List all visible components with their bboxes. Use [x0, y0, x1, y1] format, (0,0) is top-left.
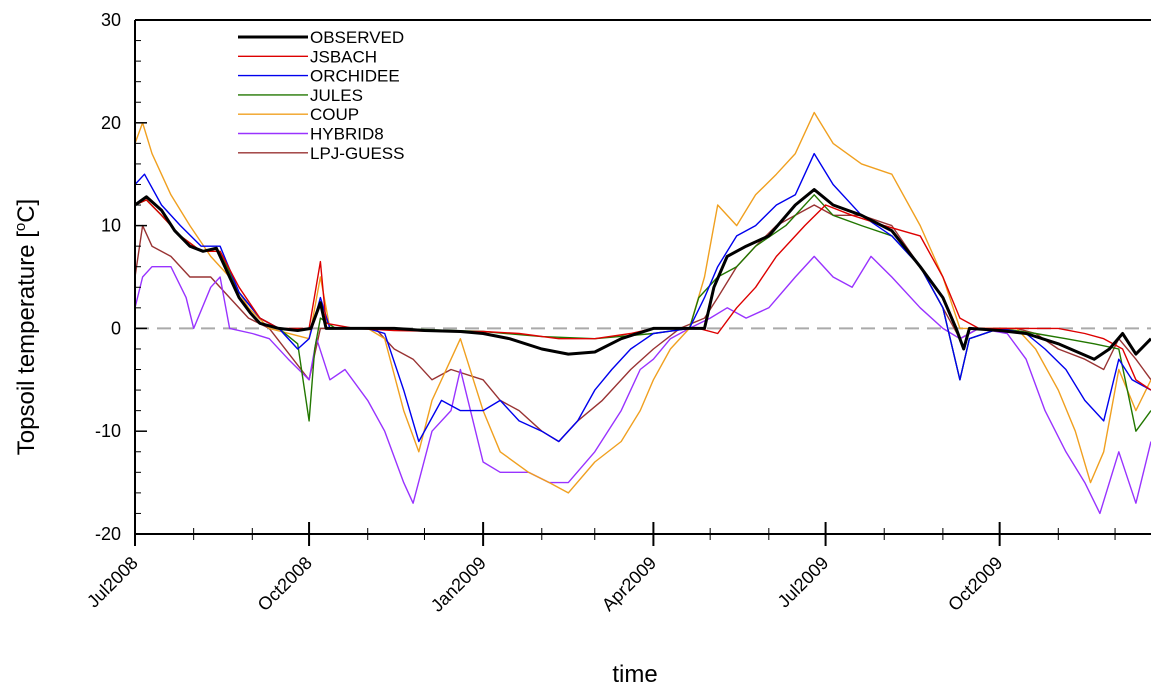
legend-label: JSBACH: [310, 47, 377, 66]
legend-label: LPJ-GUESS: [310, 144, 404, 163]
legend-label: OBSERVED: [310, 28, 404, 47]
x-tick-label: Jul2008: [83, 553, 142, 612]
series-line-orchidee: [134, 152, 1151, 443]
y-axis-title: Topsoil temperature [oC]: [12, 199, 40, 455]
y-tick-label: 30: [101, 10, 121, 30]
legend-label: COUP: [310, 105, 359, 124]
series-layer: [134, 111, 1151, 515]
legend: OBSERVEDJSBACHORCHIDEEJULESCOUPHYBRID8LP…: [238, 28, 404, 163]
series-line-jsbach: [134, 199, 1151, 391]
x-tick-label: Oct2009: [944, 553, 1006, 615]
series-line-coup: [134, 111, 1151, 494]
legend-label: ORCHIDEE: [310, 67, 400, 86]
y-axis-title-post: C]: [13, 199, 40, 223]
series-line-hybrid8: [134, 255, 1151, 515]
y-axis-title-pre: Topsoil temperature [: [13, 231, 40, 455]
y-tick-label: -10: [95, 421, 121, 441]
y-tick-label: 20: [101, 113, 121, 133]
series-line-jules: [134, 194, 1151, 432]
legend-label: JULES: [310, 86, 363, 105]
y-tick-label: 10: [101, 216, 121, 236]
y-tick-label: -20: [95, 524, 121, 544]
x-tick-label: Apr2009: [598, 553, 660, 615]
y-axis-title-degree-sup: o: [12, 223, 29, 231]
y-axis: -20 -10 0 10 20 30: [95, 10, 147, 544]
x-axis-title: time: [612, 661, 657, 688]
x-tick-label: Oct2008: [254, 553, 316, 615]
x-axis: Jul2008 Oct2008 Jan2009 Apr2009 Jul2009 Oct20…: [83, 522, 1116, 616]
x-tick-label: Jul2009: [774, 553, 833, 612]
x-tick-label: Jan2009: [427, 553, 490, 616]
y-tick-label: 0: [111, 318, 121, 338]
series-line-lpj-guess: [134, 204, 1151, 443]
axes-frame-layer: [134, 19, 1151, 535]
series-line-observed: [134, 188, 1151, 361]
legend-label: HYBRID8: [310, 125, 384, 144]
